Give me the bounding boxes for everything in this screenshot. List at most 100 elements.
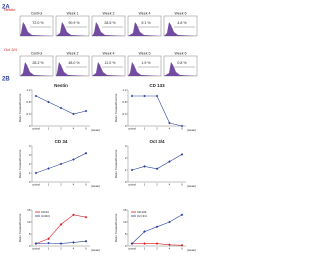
gate-value: 4.8 % <box>177 21 187 25</box>
x-tick-label: 6 <box>181 247 183 251</box>
y-tick-label: 0 <box>125 180 127 184</box>
marker-label: Nestin <box>4 7 15 12</box>
marker <box>34 242 38 245</box>
marker <box>180 124 184 128</box>
x-tick-label: 1 <box>48 127 50 131</box>
chart-title: Nestin <box>54 83 68 88</box>
marker <box>143 242 146 245</box>
marker <box>180 153 184 156</box>
y-tick-label: 0 <box>29 124 31 128</box>
histogram <box>20 62 53 76</box>
y-tick-label: 0.4 <box>122 112 127 116</box>
plot-title: Control <box>31 11 43 15</box>
x-tick-label: 1 <box>144 247 146 251</box>
plot-title: Week 5 <box>138 51 150 55</box>
marker <box>59 242 63 245</box>
marker <box>47 167 50 170</box>
x-tick-label: 6 <box>85 127 87 131</box>
marker <box>34 171 38 175</box>
legend-label: CD34 <box>41 210 49 214</box>
marker <box>47 237 50 241</box>
gate-value: 48.0 % <box>68 61 80 65</box>
histogram-frame <box>163 55 198 77</box>
x-axis-label: (week) <box>91 184 100 188</box>
y-axis-label: Ratio Treated/Control <box>114 213 118 242</box>
y-axis-label: Ratio Treated/Control <box>18 213 22 242</box>
marker <box>47 241 50 245</box>
marker <box>84 215 88 219</box>
x-tick-label: 4 <box>169 183 171 187</box>
x-tick-label: 2 <box>60 183 62 187</box>
figure: 2A 2B Nestin Control 72.0 % Week 1 90.9 % Wee… <box>2 5 198 252</box>
marker <box>84 109 88 113</box>
x-tick-label: 6 <box>85 183 87 187</box>
panel-label: 2A <box>2 5 10 11</box>
marker <box>84 151 88 155</box>
gate-value: 9.1 % <box>141 21 151 25</box>
marker <box>130 94 134 98</box>
gate-value: 0.8 % <box>177 61 187 65</box>
x-tick-label: control <box>32 127 40 131</box>
marker <box>168 220 171 224</box>
x-tick-label: 2 <box>156 247 158 251</box>
marker <box>34 94 38 98</box>
gate-value: 28.3 % <box>32 61 44 65</box>
plot-title: Week 6 <box>174 51 186 55</box>
marker <box>155 167 159 171</box>
plot-title: Week 1 <box>66 11 78 15</box>
gate-value: 90.9 % <box>68 21 80 25</box>
y-tick-label: 3 <box>29 153 31 157</box>
x-axis-label: (week) <box>91 248 100 252</box>
legend-label: Oct 3/4 <box>137 214 147 218</box>
y-tick-label: 10 <box>27 220 31 224</box>
chart-title: Oct 3/4 <box>149 139 165 144</box>
y-tick-label: 5 <box>125 232 127 236</box>
marker <box>72 241 75 244</box>
gate-value: 11.0 % <box>105 61 117 65</box>
y-tick-label: 0.8 <box>122 100 127 104</box>
marker <box>72 158 75 161</box>
marker <box>168 243 171 247</box>
y-tick-label: 15 <box>27 208 31 212</box>
histogram <box>128 22 161 36</box>
line <box>35 214 87 244</box>
marker <box>59 106 63 110</box>
y-tick-label: 1.2 <box>26 88 31 92</box>
plot-title: Week 6 <box>174 11 186 15</box>
marker <box>84 239 88 243</box>
x-tick-label: 1 <box>48 183 50 187</box>
x-tick-label: 2 <box>60 247 62 251</box>
marker <box>130 168 134 172</box>
y-tick-label: 0 <box>29 180 31 184</box>
x-tick-label: 2 <box>60 127 62 131</box>
chart-title: CD 133 <box>149 83 165 88</box>
gate-value: 28.5 % <box>104 21 116 25</box>
y-tick-label: 4 <box>29 144 31 148</box>
x-axis-label: (week) <box>187 184 196 188</box>
marker <box>168 121 171 125</box>
marker <box>155 94 159 98</box>
plot-title: Week 2 <box>66 51 78 55</box>
x-tick-label: 2 <box>156 183 158 187</box>
legend-label: Oct3/4 <box>41 214 50 218</box>
gate-value: 72.0 % <box>32 21 44 25</box>
x-tick-label: 4 <box>73 247 75 251</box>
line <box>132 95 183 127</box>
line <box>131 214 183 244</box>
plot-title: Week 4 <box>102 51 114 55</box>
x-tick-label: 1 <box>144 127 146 131</box>
y-tick-label: 2 <box>29 162 31 166</box>
y-tick-label: 5 <box>29 232 31 236</box>
histogram <box>164 62 197 76</box>
histogram <box>164 22 197 36</box>
histogram <box>92 62 125 76</box>
plot-title: Week 4 <box>138 11 150 15</box>
y-tick-label: 0 <box>29 244 31 248</box>
marker <box>72 112 75 116</box>
x-tick-label: control <box>32 183 40 187</box>
marker <box>168 160 171 163</box>
marker <box>155 242 159 245</box>
x-tick-label: 4 <box>169 127 171 131</box>
plot-title: Week 2 <box>102 11 114 15</box>
y-tick-label: 0.4 <box>26 112 31 116</box>
